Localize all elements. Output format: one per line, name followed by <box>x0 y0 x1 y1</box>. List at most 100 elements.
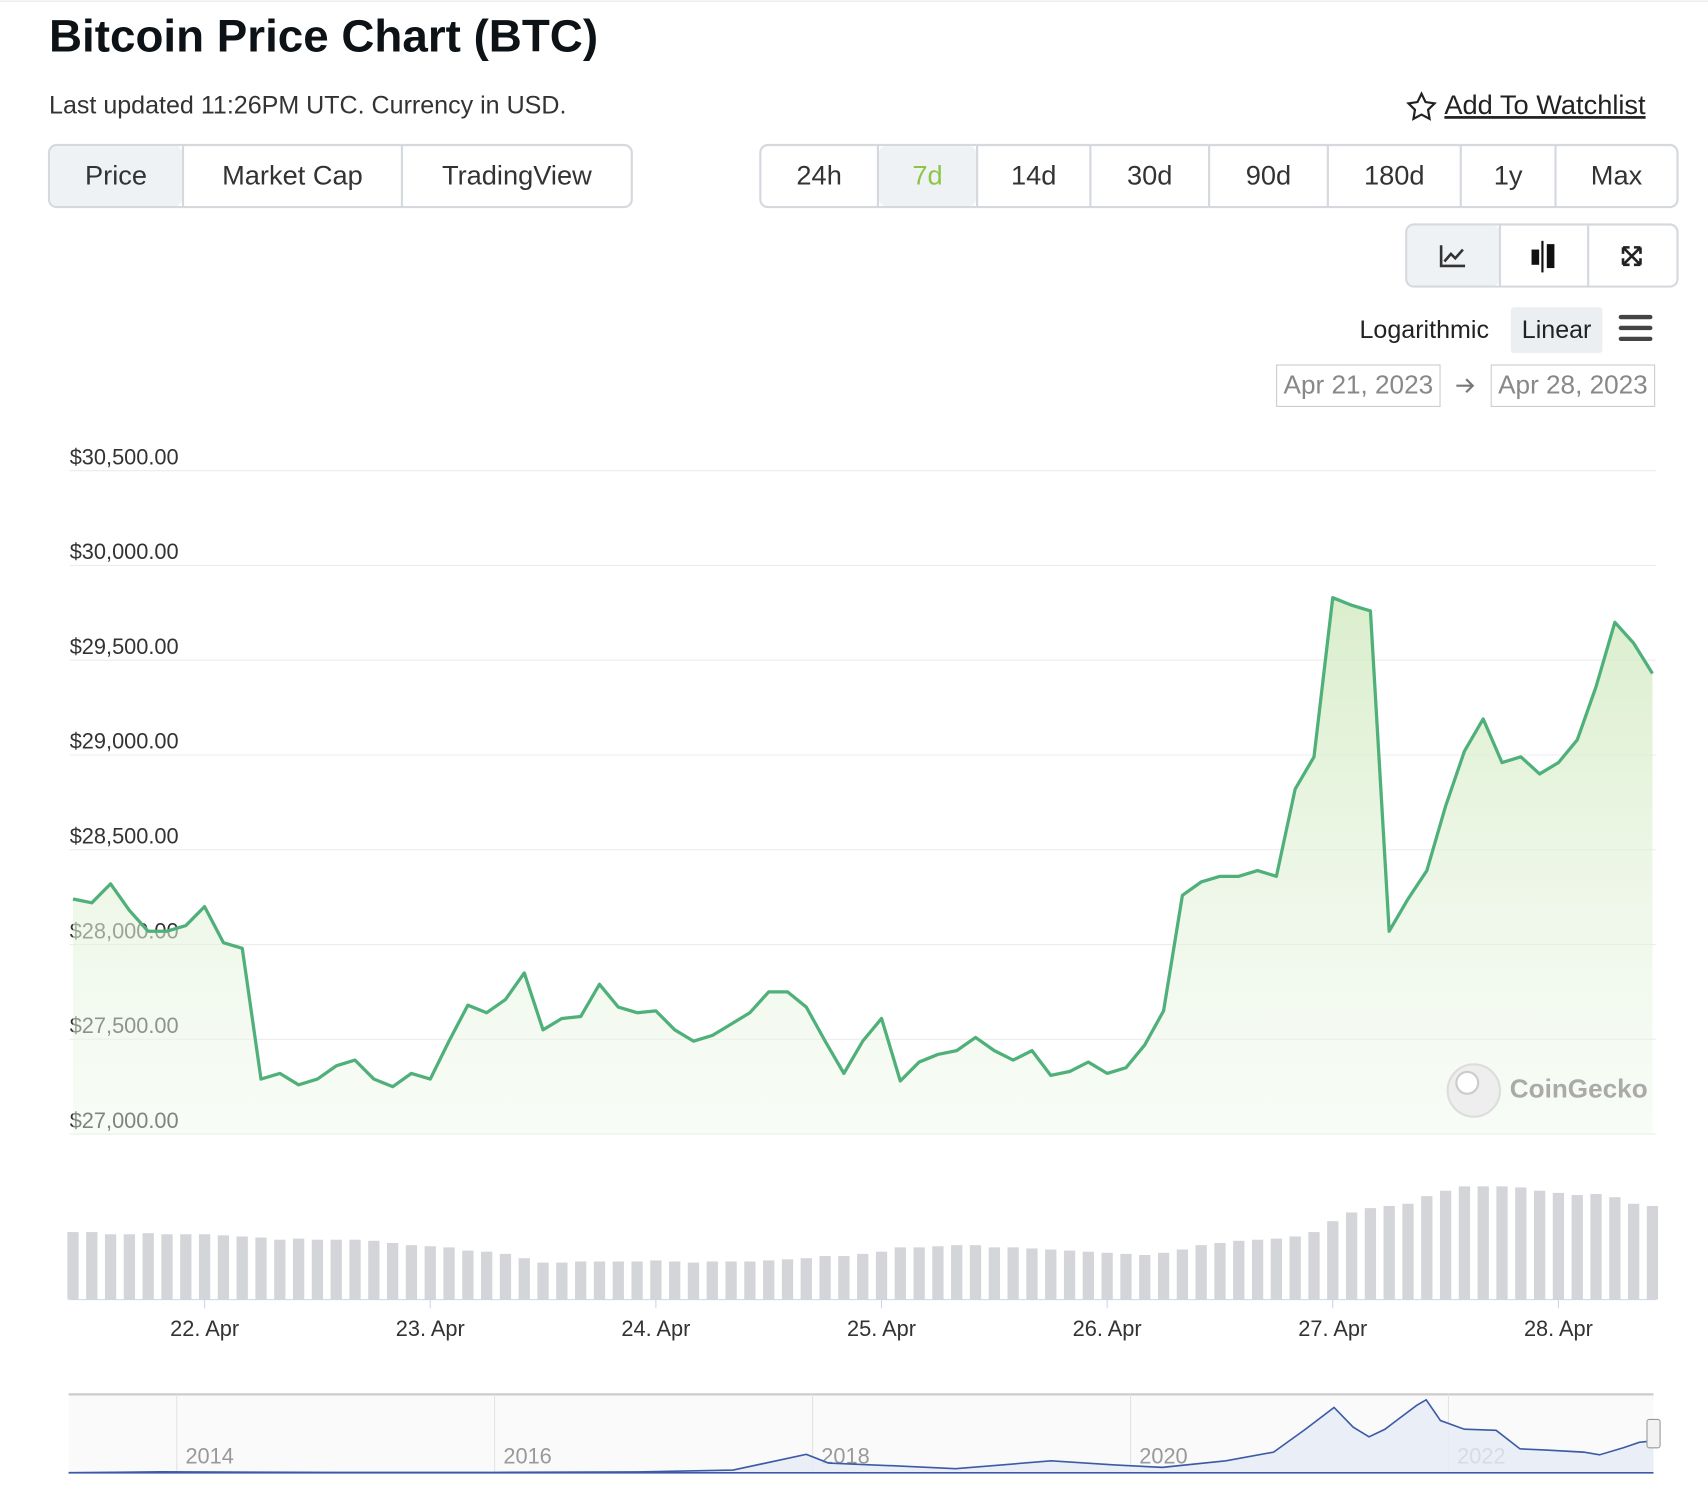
volume-bar <box>951 1245 963 1300</box>
x-tick-label: 27. Apr <box>1298 1316 1367 1341</box>
button-label[interactable]: Max <box>1591 159 1643 190</box>
x-tick-label: 28. Apr <box>1524 1316 1593 1341</box>
scale-label[interactable]: Logarithmic <box>1360 316 1489 344</box>
arrow-icon <box>1456 378 1475 394</box>
x-tick-label: 22. Apr <box>170 1316 239 1341</box>
volume-bar <box>706 1261 718 1300</box>
volume-bar <box>1045 1249 1057 1300</box>
volume-bar <box>1477 1186 1489 1300</box>
navigator-area <box>68 1399 1654 1473</box>
volume-bar <box>1270 1238 1283 1300</box>
volume-bar <box>1402 1203 1414 1300</box>
volume-bar <box>932 1246 944 1300</box>
volume-bar <box>913 1247 925 1300</box>
button-label[interactable]: Price <box>85 159 147 190</box>
button-label[interactable]: 14d <box>1011 159 1056 190</box>
volume-bar <box>1063 1250 1076 1300</box>
volume-bar <box>875 1251 888 1300</box>
date-to-box[interactable] <box>1490 364 1656 407</box>
button-label[interactable]: 7d <box>912 159 942 190</box>
button-label[interactable]: 30d <box>1127 159 1172 190</box>
volume-bar <box>1458 1186 1471 1300</box>
volume-bar <box>123 1234 136 1300</box>
button-label[interactable]: TradingView <box>442 159 592 190</box>
volume-bar <box>537 1262 549 1300</box>
button-label[interactable]: 1y <box>1494 159 1523 190</box>
date-from-box[interactable] <box>1276 364 1441 407</box>
volume-bar <box>462 1250 474 1300</box>
watchlist[interactable]: Add To Watchlist <box>1406 89 1646 121</box>
date-to[interactable]: Apr 28, 2023 <box>1498 370 1648 400</box>
x-tick-label: 26. Apr <box>1073 1316 1142 1341</box>
volume-bar <box>1515 1187 1527 1300</box>
fullscreen-icon[interactable] <box>1621 246 1642 267</box>
candle-icon[interactable] <box>1531 240 1555 273</box>
tabs-group <box>47 143 633 209</box>
active-scale[interactable] <box>1510 307 1603 354</box>
volume-bar <box>819 1256 831 1300</box>
ranges-group <box>759 143 1679 209</box>
volume-bar <box>1571 1195 1583 1300</box>
line-icon <box>1439 245 1466 268</box>
volume-bar <box>1421 1196 1433 1300</box>
menu-icon[interactable] <box>1618 314 1653 342</box>
active-button[interactable] <box>879 146 976 206</box>
volume-bar <box>1007 1247 1019 1300</box>
volume-bar <box>1496 1186 1508 1300</box>
x-tick-label: 24. Apr <box>621 1316 690 1341</box>
watchlist-link[interactable]: Add To Watchlist <box>1444 89 1646 120</box>
button-label[interactable]: 180d <box>1364 159 1425 190</box>
active-button[interactable] <box>50 146 182 206</box>
volume-bar <box>593 1261 606 1300</box>
volume-bar <box>499 1253 512 1300</box>
chart-type-buttons <box>1405 223 1679 288</box>
date-from[interactable]: Apr 21, 2023 <box>1284 370 1434 400</box>
volume-bar <box>669 1261 681 1300</box>
y-tick-label: $30,500.00 <box>70 444 179 469</box>
volume-bar <box>781 1259 794 1300</box>
button-label[interactable]: Market Cap <box>222 159 363 190</box>
volume-bar <box>575 1261 587 1300</box>
volume-bar <box>67 1232 79 1300</box>
volume-bar <box>1101 1252 1113 1300</box>
y-tick-label: $29,500.00 <box>70 634 179 659</box>
navigator-handle[interactable] <box>1646 1418 1661 1449</box>
volume-bar <box>1157 1252 1170 1300</box>
volume-bar <box>368 1240 380 1300</box>
volume-bar <box>1383 1205 1395 1300</box>
volume-bar <box>1590 1193 1602 1300</box>
volume-bar <box>236 1236 248 1300</box>
volume-bar <box>687 1262 700 1300</box>
watermark: CoinGecko <box>1446 1063 1648 1118</box>
controls: Price Market Cap TradingView 24h 7d 14d 30d 90d… <box>47 143 1679 354</box>
x-tick-label: 23. Apr <box>396 1316 465 1341</box>
price-area <box>72 597 1653 1135</box>
volume-bar <box>1439 1190 1452 1300</box>
volume-bar <box>1120 1253 1132 1300</box>
volume-bar <box>1327 1221 1339 1300</box>
volume-bar <box>612 1261 624 1300</box>
volume-bar <box>443 1247 455 1300</box>
price-line <box>72 596 1654 1089</box>
volume-bar <box>1176 1249 1189 1300</box>
navigator-tick-label: 2016 <box>503 1443 551 1468</box>
button-label[interactable]: 24h <box>796 159 841 190</box>
volume-bar <box>725 1261 737 1300</box>
volume-bar <box>292 1238 305 1300</box>
volume-bar <box>518 1258 530 1300</box>
volume-bar <box>217 1235 230 1300</box>
volume-bar <box>763 1260 775 1300</box>
button-label[interactable]: 90d <box>1246 159 1291 190</box>
page-title: Bitcoin Price Chart (BTC) <box>49 10 598 61</box>
volume-bar <box>1345 1212 1358 1300</box>
volume-bar <box>386 1242 399 1300</box>
volume-bar <box>650 1260 662 1300</box>
navigator: 20142016201820202022 <box>68 1393 1661 1474</box>
volume-bar <box>1195 1245 1207 1300</box>
volume-bar <box>631 1261 643 1300</box>
volume-bar <box>988 1247 1000 1300</box>
volume-bar <box>969 1245 982 1300</box>
scale-label[interactable]: Linear <box>1522 316 1592 344</box>
